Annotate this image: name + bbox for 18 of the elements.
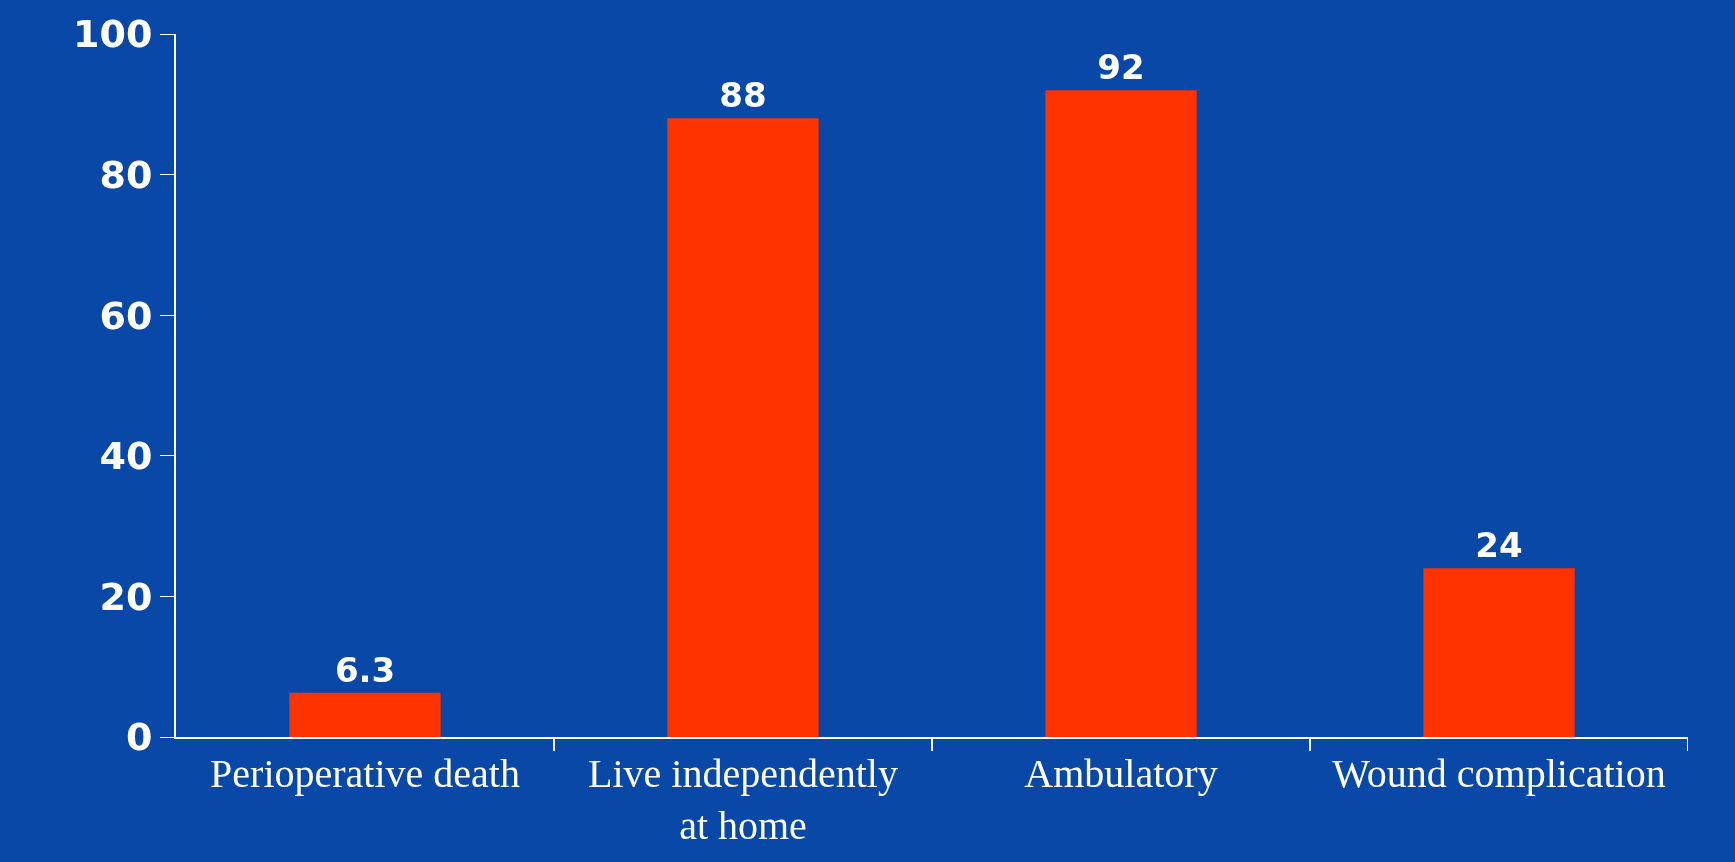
bar (1423, 568, 1575, 737)
bar (1045, 90, 1197, 737)
bar (667, 118, 819, 737)
y-tick-label: 100 (73, 12, 153, 57)
y-tick-label: 0 (125, 715, 153, 760)
x-tick-label: Perioperative death (210, 751, 520, 796)
x-tick-label: Wound complication (1332, 751, 1666, 796)
data-label: 6.3 (334, 649, 396, 690)
x-tick-label: Ambulatory (1024, 751, 1218, 796)
y-tick-label: 20 (99, 574, 153, 619)
y-tick-label: 40 (99, 434, 153, 479)
x-tick-label: Live independently at home (588, 751, 898, 848)
data-label: 24 (1475, 525, 1523, 566)
y-tick-label: 80 (99, 152, 153, 197)
data-label: 92 (1097, 47, 1145, 88)
bar (289, 692, 441, 737)
data-label: 88 (719, 75, 767, 116)
y-tick-label: 60 (99, 293, 153, 338)
